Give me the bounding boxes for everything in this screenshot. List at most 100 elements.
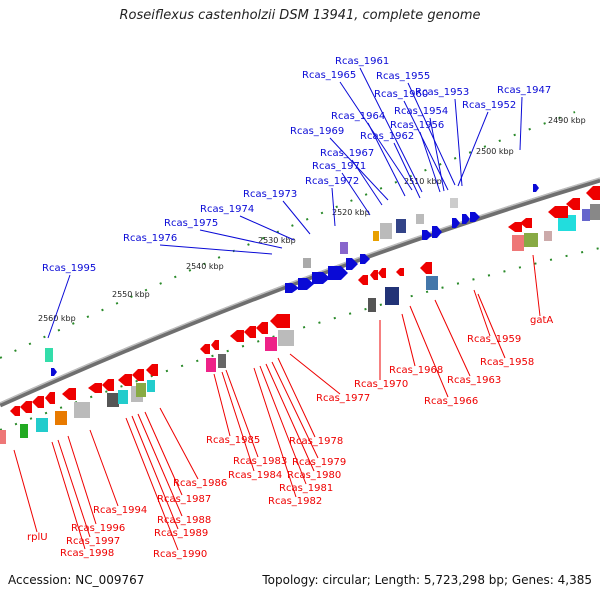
leader-line (409, 305, 449, 398)
leader-line (47, 274, 71, 339)
reverse-gene-arrow (62, 388, 76, 400)
reverse-gene-arrow (256, 322, 268, 334)
forward-gene-arrow (432, 226, 442, 238)
kbp-label: 2510 kbp (404, 177, 442, 186)
forward-gene-arrow (312, 272, 330, 284)
gene-block (544, 231, 552, 241)
gene-block (426, 276, 438, 290)
leader-line (289, 353, 341, 395)
reverse-gene-label: Rcas_1963 (447, 375, 501, 386)
leader-line (13, 449, 38, 533)
gene-block (380, 223, 392, 239)
gene-block (147, 380, 155, 392)
forward-gene-label: Rcas_1961 (335, 56, 389, 67)
forward-gene-label: Rcas_1976 (123, 233, 177, 244)
leader-line (419, 131, 441, 193)
forward-gene-label: Rcas_1972 (305, 176, 359, 187)
reverse-gene-label: Rcas_1983 (233, 456, 287, 467)
reverse-gene-arrow (586, 186, 600, 200)
forward-gene-label: Rcas_1962 (360, 131, 414, 142)
reverse-gene-label: Rcas_1990 (153, 549, 207, 560)
kbp-label: 2500 kbp (476, 147, 514, 156)
leader-line (351, 159, 383, 206)
forward-gene-label: Rcas_1955 (376, 71, 430, 82)
gene-block (20, 424, 28, 438)
reverse-gene-arrow (508, 222, 522, 232)
reverse-gene-arrow (230, 330, 244, 342)
leader-line (265, 363, 315, 472)
forward-gene-label: Rcas_1971 (312, 161, 366, 172)
leader-line (239, 215, 295, 241)
genome-backbone-highlight (0, 177, 600, 404)
reverse-gene-label: Rcas_1998 (60, 548, 114, 559)
kbp-label: 2550 kbp (112, 290, 150, 299)
leader-line (259, 365, 307, 485)
reverse-gene-label: Rcas_1984 (228, 470, 282, 481)
leader-line (339, 81, 413, 191)
gene-block (396, 219, 406, 233)
reverse-gene-label: Rcas_1978 (289, 436, 343, 447)
gene-block (416, 214, 424, 224)
forward-gene-arrow (452, 218, 460, 228)
reverse-gene-label: Rcas_1968 (389, 365, 443, 376)
gene-block (524, 233, 538, 247)
reverse-gene-label: Rcas_1989 (154, 528, 208, 539)
reverse-gene-arrow (520, 218, 532, 228)
leader-line (199, 229, 283, 249)
reverse-gene-arrow (358, 275, 368, 285)
leader-line (457, 111, 489, 187)
reverse-gene-label: Rcas_1986 (173, 478, 227, 489)
reverse-gene-arrow (32, 396, 44, 408)
gene-block (582, 209, 590, 221)
forward-gene-arrow (360, 254, 370, 264)
gene-block (340, 242, 348, 254)
forward-gene-arrow (533, 184, 539, 192)
reverse-gene-label: Rcas_1988 (157, 515, 211, 526)
gene-block (55, 411, 67, 425)
accession-label: Accession: NC_009767 (8, 573, 145, 587)
gene-block (206, 358, 216, 372)
reverse-gene-label: Rcas_1980 (287, 470, 341, 481)
leader-line (131, 415, 179, 530)
reverse-gene-arrow (118, 374, 132, 386)
forward-gene-arrow (328, 266, 348, 280)
gene-block (450, 198, 458, 208)
forward-gene-arrow (422, 230, 432, 240)
gene-block (265, 337, 277, 351)
leader-line (367, 122, 406, 197)
reverse-gene-arrow (88, 383, 102, 393)
kbp-label: 2490 kbp (548, 116, 586, 125)
forward-gene-label: Rcas_1974 (200, 204, 254, 215)
reverse-gene-label: Rcas_1958 (480, 357, 534, 368)
kbp-label: 2560 kbp (38, 314, 76, 323)
reverse-gene-arrow (370, 270, 378, 280)
forward-gene-arrow (346, 258, 358, 270)
gene-block (278, 330, 294, 346)
leader-line (57, 439, 91, 538)
leader-line (393, 142, 421, 199)
leader-line (159, 407, 199, 480)
leader-line (331, 187, 336, 227)
leader-line (225, 369, 259, 458)
leader-line (532, 254, 541, 317)
leader-line (473, 289, 491, 337)
reverse-gene-arrow (10, 406, 20, 416)
gene-block (303, 258, 311, 268)
map-title: Roseiflexus castenholzii DSM 13941, comp… (119, 8, 481, 23)
reverse-gene-arrow (211, 340, 219, 350)
leader-line (401, 313, 416, 367)
gene-block (558, 215, 576, 231)
gene-block (136, 383, 146, 397)
reverse-gene-label: Rcas_1979 (292, 457, 346, 468)
reverse-gene-arrow (20, 401, 32, 413)
leader-line (89, 429, 119, 507)
forward-gene-label: Rcas_1947 (497, 85, 551, 96)
forward-gene-label: Rcas_1964 (331, 111, 385, 122)
leader-line (125, 417, 179, 551)
forward-gene-label: Rcas_1973 (243, 189, 297, 200)
gene-block (590, 204, 600, 220)
reverse-gene-label: Rcas_1987 (157, 494, 211, 505)
forward-gene-label: Rcas_1952 (462, 100, 516, 111)
